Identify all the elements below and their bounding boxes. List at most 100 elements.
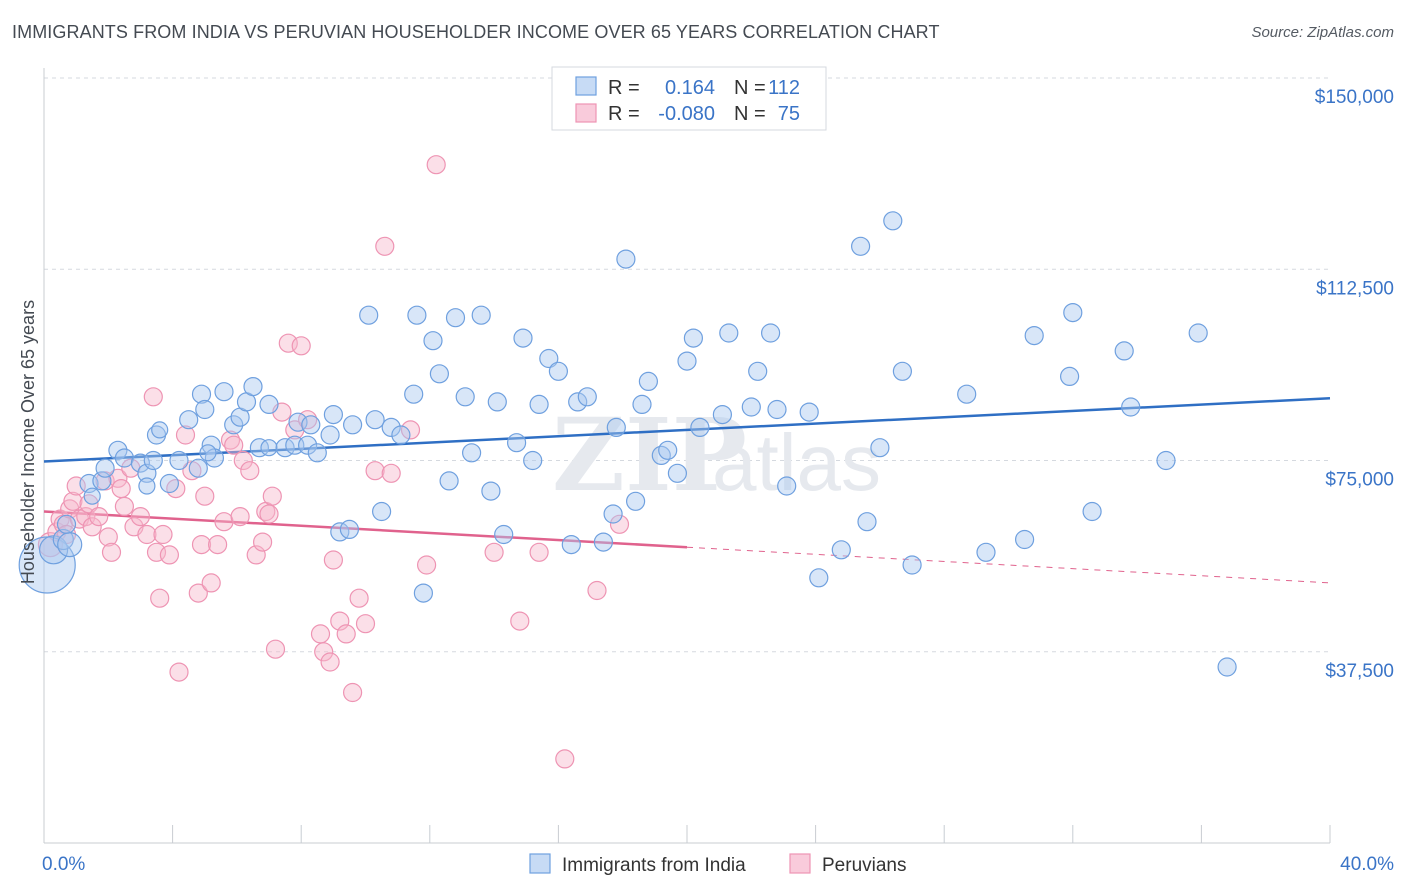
india-point-72 (593, 532, 614, 552)
peru-point-38 (220, 430, 241, 450)
axes (43, 68, 1331, 844)
peru-point-52 (291, 336, 311, 356)
peru-point-61 (349, 588, 369, 608)
peru-point-54 (310, 624, 331, 644)
india-point-25 (199, 444, 217, 462)
india-point-104 (1024, 326, 1044, 346)
peru-point-22 (137, 524, 157, 545)
x-tick-label-max: 40.0% (1340, 854, 1394, 875)
india-point-8 (95, 458, 115, 478)
india-point-10 (114, 448, 135, 468)
india-point-97 (870, 438, 890, 458)
india-point-89 (741, 397, 761, 417)
legend-n-value-peru: 75 (778, 103, 800, 125)
india-point-50 (404, 384, 424, 404)
watermark: ZIP atlas (552, 396, 881, 514)
india-point-48 (381, 417, 401, 437)
india-point-38 (301, 415, 321, 435)
india-point-62 (494, 524, 514, 545)
watermark-atlas: atlas (712, 418, 881, 507)
india-point-47 (372, 501, 392, 522)
legend-r-value-peru: -0.080 (658, 103, 715, 125)
legend-swatch-peru (575, 103, 597, 123)
india-point-65 (523, 450, 543, 471)
india-point-18 (169, 450, 189, 471)
india-point-106 (1063, 303, 1083, 323)
peru-point-34 (195, 486, 215, 506)
india-point-26 (214, 382, 234, 402)
india-point-39 (307, 443, 327, 463)
india-point-85 (712, 405, 733, 425)
peru-point-62 (355, 614, 376, 634)
bottom-legend-label-india: Immigrants from India (562, 855, 746, 876)
peru-point-21 (130, 506, 150, 527)
india-point-45 (359, 305, 379, 325)
india-point-101 (957, 384, 977, 404)
india-point-31 (249, 438, 269, 458)
india-point-44 (343, 415, 363, 435)
india-point-3 (57, 531, 83, 558)
source-label: Source: ZipAtlas.com (1251, 24, 1394, 41)
peru-point-41 (233, 450, 253, 471)
india-point-13 (143, 450, 163, 471)
india-point-80 (658, 440, 678, 460)
india-point-4 (56, 514, 77, 534)
india-point-95 (850, 236, 871, 256)
india-point-102 (976, 542, 996, 562)
india-point-21 (191, 384, 212, 404)
india-point-59 (471, 305, 491, 325)
peru-point-66 (400, 420, 421, 440)
india-point-56 (445, 308, 466, 328)
india-point-52 (413, 583, 433, 603)
peru-point-67 (417, 555, 437, 575)
peru-point-57 (323, 550, 343, 570)
india-point-27 (224, 415, 244, 435)
india-point-67 (539, 348, 559, 369)
peru-point-64 (375, 236, 395, 256)
india-point-99 (892, 361, 913, 381)
india-point-81 (667, 463, 688, 483)
peru-point-17 (111, 479, 131, 499)
india-point-79 (651, 445, 671, 465)
peru-point-14 (98, 527, 118, 547)
india-point-96 (857, 512, 877, 532)
india-point-109 (1121, 397, 1141, 417)
peru-point-32 (188, 583, 208, 603)
india-point-110 (1156, 450, 1176, 471)
legend-swatch-india (575, 76, 597, 96)
x-tick-label-min: 0.0% (42, 854, 85, 875)
peru-point-25 (150, 588, 170, 608)
india-point-58 (462, 443, 482, 463)
india-point-9 (108, 440, 128, 460)
india-point-73 (603, 504, 623, 524)
india-point-40 (320, 425, 340, 445)
india-point-61 (487, 392, 507, 412)
legend-r-value-india: 0.164 (665, 77, 715, 99)
series-india (18, 211, 1237, 677)
peru-point-30 (175, 425, 196, 445)
legend-n-label-india: N = (734, 77, 766, 99)
india-point-49 (391, 425, 411, 445)
india-point-63 (506, 433, 527, 453)
india-point-64 (513, 328, 533, 348)
india-point-22 (195, 399, 215, 420)
india-point-70 (568, 392, 588, 412)
india-point-84 (690, 417, 710, 437)
india-point-92 (809, 568, 829, 588)
peru-point-68 (426, 155, 446, 175)
india-point-93 (799, 402, 819, 422)
peru-point-56 (320, 652, 340, 672)
peru-point-33 (191, 534, 212, 555)
india-point-100 (902, 555, 922, 575)
peru-point-55 (314, 642, 334, 662)
india-point-107 (1082, 501, 1102, 522)
y-tick-label-1: $75,000 (1325, 470, 1394, 491)
india-point-98 (883, 211, 903, 231)
india-point-108 (1114, 341, 1134, 361)
india-point-87 (748, 361, 768, 381)
peru-point-11 (82, 517, 102, 537)
peru-point-6 (63, 491, 83, 511)
india-point-75 (616, 249, 636, 269)
india-point-105 (1059, 366, 1080, 386)
peru-point-70 (510, 611, 530, 631)
